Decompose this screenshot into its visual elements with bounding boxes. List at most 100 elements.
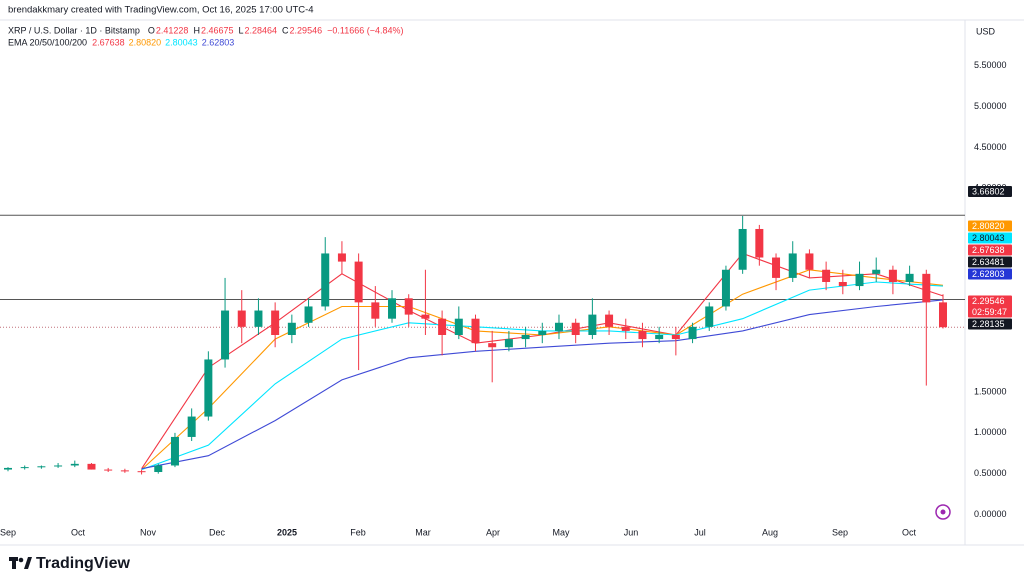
ohlc-key: L — [238, 25, 243, 35]
candle-body — [671, 335, 680, 340]
x-tick-label: May — [552, 527, 570, 537]
candle-body — [521, 335, 530, 340]
candle-body — [187, 416, 196, 437]
candle-body — [488, 343, 497, 348]
price-label-box — [968, 256, 1012, 268]
candle-body — [838, 281, 847, 287]
candle-body — [421, 314, 430, 319]
brand: TradingView — [36, 555, 131, 572]
candle-body — [721, 269, 730, 307]
candle-body — [321, 253, 330, 307]
y-tick-label: 0.50000 — [974, 468, 1007, 478]
candle-body — [822, 269, 831, 282]
x-tick-label: 2025 — [277, 527, 297, 537]
price-label-box — [968, 186, 1012, 197]
y-tick-label: 4.50000 — [974, 142, 1007, 152]
brand-logo — [9, 557, 32, 569]
ohlc-value: −0.11666 (−4.84%) — [327, 25, 403, 35]
currency: USD — [976, 26, 996, 36]
candle-body — [922, 273, 931, 303]
price-label-box — [968, 220, 1012, 232]
candle-body — [772, 257, 781, 278]
candle-body — [738, 228, 747, 270]
candle-body — [388, 298, 397, 319]
candle-body — [872, 269, 881, 274]
candle-body — [271, 310, 280, 335]
candle-body — [554, 322, 563, 331]
x-tick-label: Dec — [209, 527, 226, 537]
x-tick-label: Nov — [140, 527, 157, 537]
price-label-box — [968, 295, 1012, 318]
candle-body — [337, 253, 346, 262]
candle-body — [605, 314, 614, 327]
candle-body — [20, 467, 29, 469]
candle-body — [87, 463, 96, 470]
y-tick-label: 5.00000 — [974, 101, 1007, 111]
candle-body — [638, 330, 647, 340]
candle-body — [104, 469, 113, 471]
x-tick-label: Aug — [762, 527, 778, 537]
price-label-box — [968, 244, 1012, 256]
price-label: 2.62803 — [972, 269, 1005, 279]
indicator-value: 2.62803 — [202, 37, 235, 47]
price-label-box — [968, 232, 1012, 244]
candle-body — [688, 326, 697, 340]
candle-body — [655, 335, 664, 340]
x-tick-label: Feb — [350, 527, 366, 537]
candle-body — [788, 253, 797, 278]
candle-body — [304, 306, 313, 323]
symbol: XRP / U.S. Dollar · 1D · Bitstamp — [8, 25, 140, 35]
candle-body — [137, 471, 146, 473]
y-tick-label: 0.00000 — [974, 509, 1007, 519]
ohlc-key: H — [193, 25, 200, 35]
y-tick-label: 5.50000 — [974, 60, 1007, 70]
price-label: 2.80043 — [972, 233, 1005, 243]
x-tick-label: Apr — [486, 527, 500, 537]
candle-body — [805, 253, 814, 270]
price-label: 2.28135 — [972, 319, 1005, 329]
candle-body — [287, 322, 296, 335]
candle-body — [237, 310, 246, 327]
price-label: 2.80820 — [972, 221, 1005, 231]
candle-body — [120, 470, 129, 472]
candle-body — [888, 269, 897, 282]
candle-body — [254, 310, 263, 327]
candle-body — [621, 326, 630, 331]
price-label-box — [968, 268, 1012, 280]
candle-body — [755, 228, 764, 258]
candle-body — [371, 302, 380, 319]
ohlc-value: 2.41228 — [156, 25, 189, 35]
candle-body — [855, 273, 864, 287]
candle-body — [354, 261, 363, 303]
candle-body — [438, 318, 447, 335]
candle-body — [705, 306, 714, 327]
x-tick-label: Mar — [415, 527, 431, 537]
x-tick-label: Oct — [902, 527, 917, 537]
x-tick-label: Sep — [832, 527, 848, 537]
candle-body — [571, 322, 580, 335]
y-tick-label: 1.00000 — [974, 427, 1007, 437]
x-tick-label: Jun — [624, 527, 639, 537]
indicator-label: EMA 20/50/100/200 — [8, 37, 87, 47]
candle-body — [37, 466, 46, 468]
price-label-box — [968, 318, 1012, 330]
price-label: 3.66802 — [972, 186, 1005, 196]
candle-body — [939, 302, 947, 328]
candle-body — [221, 310, 230, 360]
candle-body — [54, 465, 63, 467]
x-tick-label: Sep — [0, 527, 16, 537]
y-tick-label: 1.50000 — [974, 386, 1007, 396]
ema-line — [141, 299, 944, 470]
candle-body — [454, 318, 463, 335]
emoji-icon[interactable] — [935, 504, 951, 520]
credit: brendakkmary created with TradingView.co… — [8, 5, 314, 16]
candle-body — [204, 359, 213, 417]
candle-body — [154, 465, 163, 473]
price-label: 2.29546 — [972, 296, 1005, 306]
candle-body — [170, 436, 179, 466]
candle-body — [905, 273, 914, 282]
ohlc-key: C — [282, 25, 289, 35]
ohlc-value: 2.28464 — [245, 25, 278, 35]
